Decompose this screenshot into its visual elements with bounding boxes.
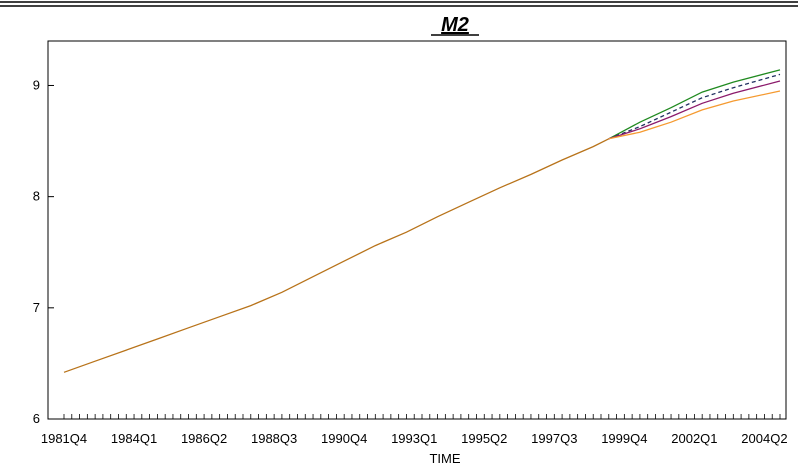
x-tick-label: 1986Q2 — [181, 431, 227, 446]
y-tick-label: 8 — [33, 189, 40, 204]
x-tick-label: 1988Q3 — [251, 431, 297, 446]
series-line-4 — [608, 80, 781, 140]
x-tick-label: 2004Q2 — [741, 431, 787, 446]
x-tick-label: 1997Q3 — [531, 431, 577, 446]
x-tick-label: 2002Q1 — [671, 431, 717, 446]
series-line-5 — [608, 90, 781, 140]
series-line-3 — [608, 73, 781, 140]
plot-frame — [47, 40, 787, 420]
x-axis: 1981Q4 1984Q1 1986Q2 1988Q3 1990Q4 1993Q1 1995… — [41, 414, 788, 446]
y-axis: 6 7 8 9 — [33, 77, 54, 426]
chart-title: M2 — [441, 14, 469, 36]
series-line-2 — [608, 69, 781, 140]
series-layer — [63, 69, 781, 373]
y-tick-label: 7 — [33, 300, 40, 315]
x-tick-label: 1984Q1 — [111, 431, 157, 446]
x-tick-label: 1981Q4 — [41, 431, 87, 446]
x-tick-label: 1993Q1 — [391, 431, 437, 446]
series-line-1 — [63, 138, 610, 373]
x-tick-label: 1990Q4 — [321, 431, 367, 446]
x-axis-title: TIME — [429, 451, 460, 466]
x-tick-label: 1999Q4 — [601, 431, 647, 446]
y-tick-label: 6 — [33, 411, 40, 426]
y-tick-label: 9 — [33, 77, 40, 92]
x-tick-label: 1995Q2 — [461, 431, 507, 446]
